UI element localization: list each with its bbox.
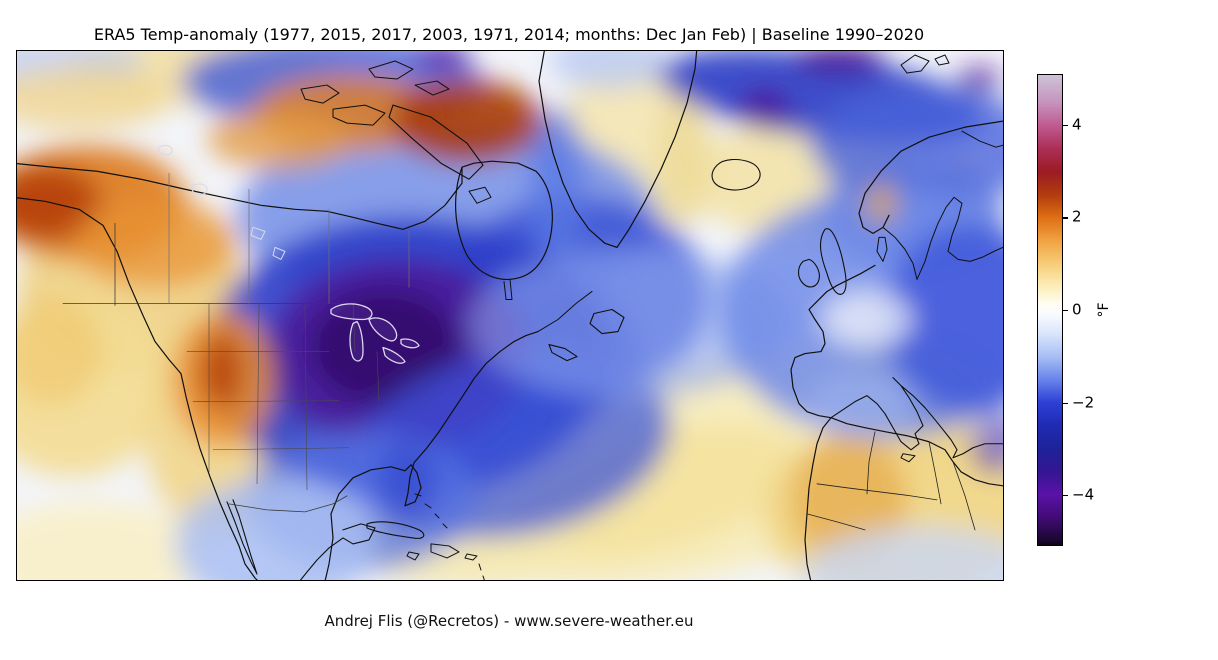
colorbar-tick-label: 0 xyxy=(1072,300,1082,319)
colorbar-tickmark xyxy=(1063,495,1068,497)
colorbar-tickmark xyxy=(1063,217,1068,219)
anomaly-map xyxy=(17,51,1003,580)
colorbar-tickmark xyxy=(1063,402,1068,404)
colorbar-tick-label: 4 xyxy=(1072,115,1082,134)
colorbar-tick-label: 2 xyxy=(1072,208,1082,227)
colorbar-unit-label: °F xyxy=(1096,302,1112,318)
attribution-text: Andrej Flis (@Recretos) - www.severe-wea… xyxy=(324,612,694,630)
colorbar-gradient xyxy=(1037,74,1063,546)
colorbar-tick-label: −4 xyxy=(1072,485,1095,504)
colorbar: 4 2 0 −2 −4 °F xyxy=(1037,74,1207,546)
coastline-layer xyxy=(17,51,1003,580)
colorbar-tickmark xyxy=(1063,310,1068,312)
figure-title: ERA5 Temp-anomaly (1977, 2015, 2017, 200… xyxy=(93,25,925,44)
colorbar-tick-label: −2 xyxy=(1072,393,1095,412)
colorbar-tickmark xyxy=(1063,124,1068,127)
map-frame xyxy=(16,50,1004,581)
